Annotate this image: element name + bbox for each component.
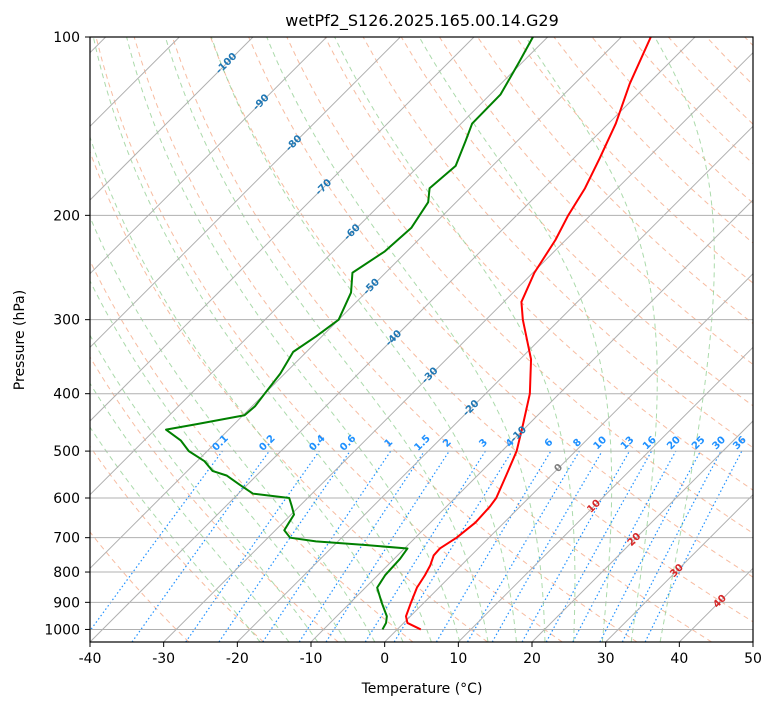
x-tick-label: 40 — [670, 651, 688, 667]
x-tick-label: 0 — [380, 651, 389, 667]
isotherm-line — [384, 272, 753, 642]
moist-adiabat — [90, 215, 376, 642]
x-axis-ticks: -40 -30 -20 -10 0 10 20 30 40 50 — [79, 642, 762, 667]
isotherm-line — [605, 493, 753, 642]
isotherm-line — [90, 37, 622, 570]
moist-adiabat — [90, 426, 261, 642]
isotherm-line — [531, 420, 753, 642]
x-tick-label: -20 — [226, 651, 249, 667]
x-tick-label: -10 — [300, 651, 323, 667]
moist-adiabat — [210, 37, 517, 642]
moist-adiabat — [126, 37, 461, 642]
y-tick-label: 500 — [53, 444, 80, 460]
mixing-ratio-line — [262, 450, 392, 642]
x-tick-label: -30 — [152, 651, 175, 667]
isotherm-line — [90, 37, 328, 275]
isotherm-line — [90, 37, 549, 496]
x-tick-label: 50 — [744, 651, 762, 667]
y-axis-label: Pressure (hPa) — [12, 290, 28, 390]
x-tick-label: 10 — [449, 651, 467, 667]
mixing-ratio-lines — [90, 450, 743, 642]
dry-adiabat — [90, 531, 190, 642]
y-tick-label: 700 — [53, 531, 80, 547]
isotherm-line — [310, 199, 753, 642]
y-tick-label: 1000 — [44, 622, 80, 638]
mixing-ratio-line — [131, 450, 270, 642]
mixing-ratio-line — [325, 450, 450, 642]
mixing-ratio-line — [644, 450, 743, 642]
isotherms — [90, 37, 753, 642]
isotherm-line — [163, 51, 753, 642]
dry-adiabat — [400, 37, 753, 407]
x-tick-label: -40 — [79, 651, 102, 667]
plot-background — [90, 37, 753, 642]
moist-adiabat — [164, 37, 489, 642]
y-tick-label: 800 — [53, 565, 80, 581]
plot-frame — [89, 36, 754, 643]
temperature-line — [405, 37, 652, 631]
y-axis-ticks: 100 200 300 400 500 600 700 800 900 1000 — [44, 30, 90, 638]
dry-adiabat — [90, 356, 339, 642]
dewpoint-line — [165, 37, 534, 630]
mixing-ratio-line — [545, 450, 653, 642]
moist-adiabat — [418, 37, 613, 642]
isotherm-line — [90, 37, 696, 642]
isotherm-line — [457, 346, 753, 642]
dry-adiabat — [439, 37, 753, 366]
isotherm-line — [90, 37, 254, 201]
dry-adiabat — [90, 445, 264, 642]
moist-adiabat — [90, 334, 319, 642]
x-tick-label: 20 — [523, 651, 541, 667]
moist-adiabat — [654, 37, 715, 642]
y-tick-label: 300 — [53, 313, 80, 329]
mixing-ratio-line — [521, 450, 631, 642]
mixing-ratio-line — [185, 450, 320, 642]
mixing-ratio-line — [572, 450, 677, 642]
moist-adiabat — [90, 382, 290, 642]
dry-adiabat — [515, 37, 753, 284]
dry-adiabat — [171, 37, 712, 642]
sounding-traces — [165, 37, 652, 631]
mixing-ratio-line — [298, 450, 425, 642]
y-tick-label: 100 — [53, 30, 80, 46]
dry-adiabat — [95, 37, 563, 642]
x-axis-label: Temperature (°C) — [361, 681, 483, 697]
mixing-ratio-line — [393, 450, 513, 642]
moist-adiabat — [334, 37, 576, 642]
chart-title: wetPf2_S126.2025.165.00.14.G29 — [285, 11, 559, 31]
mixing-ratio-line — [218, 450, 351, 642]
dry-adiabat — [210, 37, 753, 623]
x-tick-label: 30 — [597, 651, 615, 667]
y-tick-label: 200 — [53, 208, 80, 224]
dry-adiabat — [248, 37, 753, 578]
dry-adiabat — [90, 150, 488, 642]
isobars — [90, 37, 753, 630]
moist-adiabat — [525, 37, 658, 642]
moist-adiabat — [266, 37, 546, 642]
y-tick-label: 600 — [53, 491, 80, 507]
isotherm-line — [236, 125, 753, 642]
y-tick-label: 900 — [53, 595, 80, 611]
mixing-ratio-line — [90, 450, 223, 632]
isotherm-line — [90, 37, 401, 349]
moist-adiabat — [92, 37, 432, 642]
y-tick-label: 400 — [53, 387, 80, 403]
isotherm-line — [90, 37, 475, 422]
